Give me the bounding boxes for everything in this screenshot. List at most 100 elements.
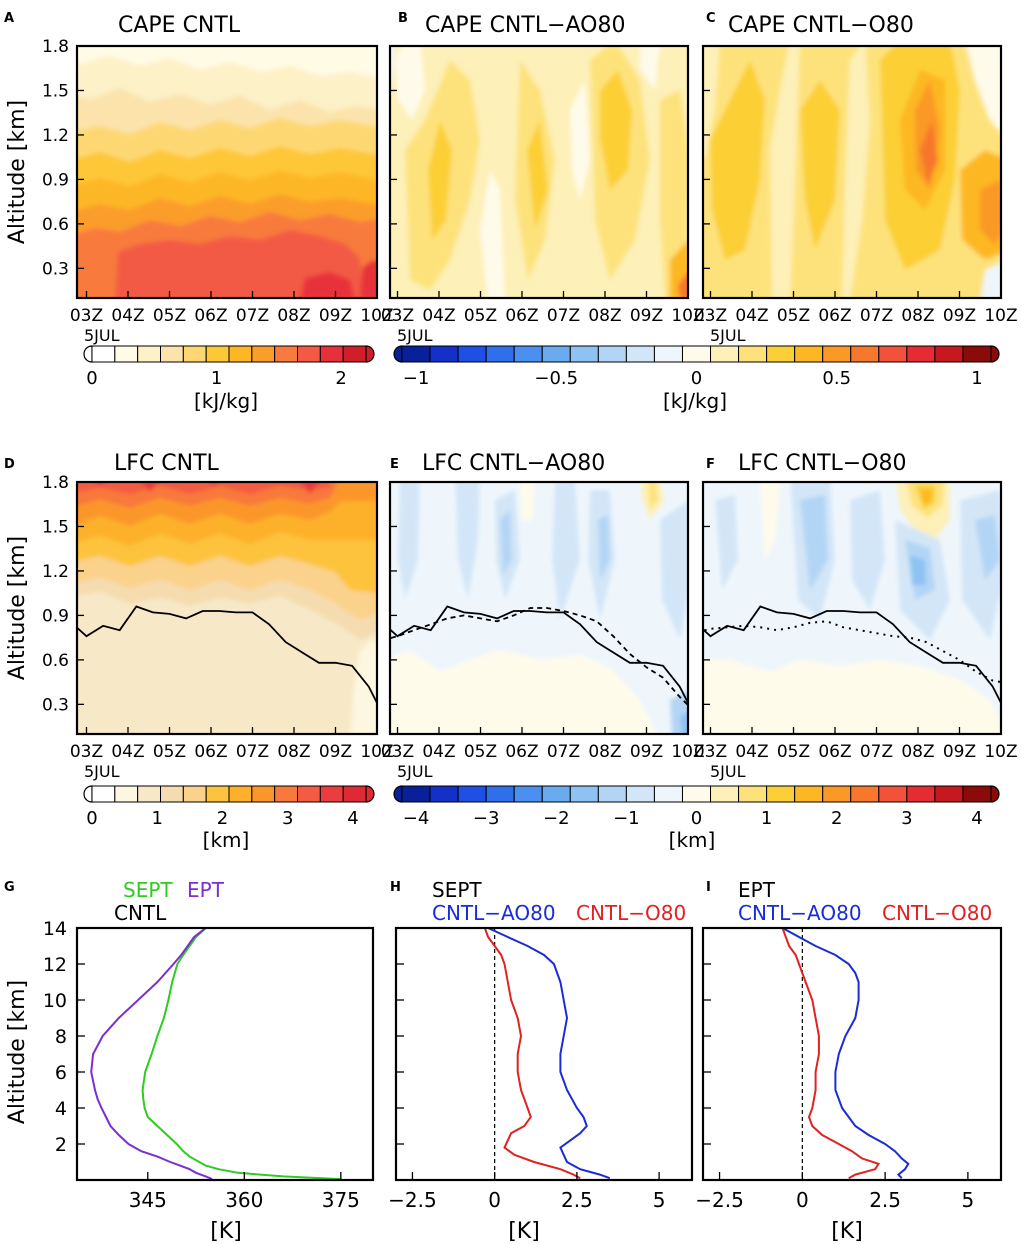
colorbar-cell-lfc-cntl-7 [251, 785, 276, 803]
colorbar-cell-cape-cntl-3 [160, 345, 184, 363]
colorbar-cell-cape-cntl-2 [137, 345, 162, 363]
xtick-label-B-10Z: 10Z [671, 306, 704, 326]
lfc-cntl-heatmap [77, 482, 377, 734]
date-label-B: 5JUL [397, 326, 433, 345]
xtick-label-A-03Z: 03Z [70, 306, 103, 326]
ept-diff-ao80-line [782, 927, 910, 1179]
colorbar-cape-cntl [83, 345, 375, 363]
colorbar-label-cape-diff-4: 1 [971, 368, 982, 389]
ylabel-d: Altitude [km] [5, 536, 30, 680]
xtick-label-D-06Z: 06Z [194, 742, 227, 762]
colorbar-cell-cape-diff-17 [878, 345, 908, 363]
ytick-label-D-0.3: 0.3 [42, 695, 69, 715]
xtick-label-A-09Z: 09Z [319, 306, 352, 326]
xtick-label-D-05Z: 05Z [153, 742, 186, 762]
xtick-label-F-03Z: 03Z [694, 742, 727, 762]
colorbar-cell-lfc-diff-5 [541, 785, 571, 803]
colorbar-cell-cape-diff-4 [513, 345, 543, 363]
panel-label-d: D [4, 457, 15, 472]
sept-diff-ao80-line [487, 927, 611, 1180]
colorbar-cape-diff [393, 345, 1000, 363]
xtick-label-D-07Z: 07Z [236, 742, 269, 762]
colorbar-cell-lfc-cntl-2 [137, 785, 162, 803]
xtick-label-E-06Z: 06Z [505, 742, 538, 762]
colorbar-cell-cape-diff-10 [681, 345, 712, 363]
xtick-label-D-09Z: 09Z [319, 742, 352, 762]
xtick-label-F-05Z: 05Z [777, 742, 810, 762]
colorbar-label-cape-cntl-2: 2 [335, 368, 346, 389]
colorbar-label-cape-diff-0: −1 [403, 368, 430, 389]
xtick-label-E-09Z: 09Z [630, 742, 663, 762]
xtick-label-B-03Z: 03Z [381, 306, 414, 326]
frame-H [394, 926, 694, 1182]
panel-b: B CAPE CNTL−AO80 [390, 11, 688, 298]
lfc-f-o80-line [703, 620, 1001, 684]
xlabel-g: [K] [210, 1219, 242, 1244]
legend-i-title: EPT [738, 878, 776, 902]
xtick-label-I-2: 2.5 [869, 1188, 901, 1212]
xtick-label-G-0: 345 [129, 1188, 167, 1212]
colorbar-cell-cape-diff-8 [625, 345, 655, 363]
panel-f-title: LFC CNTL−O80 [738, 451, 907, 476]
colorbar-label-lfc-cntl-0: 0 [86, 808, 97, 829]
colorbar-label-lfc-diff-3: −1 [613, 808, 640, 829]
colorbar-cell-cape-cntl-0 [91, 345, 116, 363]
colorbar-cell-cape-diff-18 [906, 345, 936, 363]
ytick-label-G-10: 10 [43, 990, 67, 1012]
xtick-label-F-08Z: 08Z [901, 742, 934, 762]
colorbar-cell-lfc-diff-18 [906, 785, 936, 803]
frame-I [701, 926, 1003, 1182]
date-label-D: 5JUL [84, 762, 120, 781]
colorbar-cell-cape-diff-12 [738, 345, 768, 363]
colorbar-cell-lfc-diff-7 [597, 785, 627, 803]
panel-label-f: F [706, 457, 715, 472]
legend-g-ept: EPT [187, 878, 225, 902]
xtick-label-A-10Z: 10Z [360, 306, 393, 326]
colorbar-cell-cape-diff-5 [541, 345, 571, 363]
xtick-label-I-1: 0 [796, 1188, 809, 1212]
xtick-label-E-04Z: 04Z [422, 742, 455, 762]
legend-g-sept: SEPT [123, 878, 173, 902]
xtick-label-A-06Z: 06Z [194, 306, 227, 326]
colorbar-label-cape-cntl-1: 1 [211, 368, 222, 389]
ytick-label-G-8: 8 [55, 1026, 67, 1048]
xlabel-i: [K] [831, 1219, 863, 1244]
colorbar-cell-cape-cntl-9 [297, 345, 321, 363]
colorbar-cell-cape-cntl-11 [342, 345, 367, 363]
colorbar-cape-cntl-unit: [kJ/kg] [194, 389, 258, 413]
generated-axes: 03Z 04Z 05Z 06Z 07Z 08Z 09Z 10Z5JUL0.30.60.91.2… [42, 37, 1018, 1212]
colorbar-cell-lfc-diff-9 [653, 785, 683, 803]
colorbar-cap-cape-diff-left [393, 345, 403, 363]
colorbar-cell-lfc-diff-19 [934, 785, 964, 803]
frame-B [388, 44, 690, 300]
ytick-label-A-0.3: 0.3 [42, 259, 69, 279]
colorbar-label-cape-diff-2: 0 [691, 368, 702, 389]
colorbar-cell-lfc-cntl-8 [274, 785, 298, 803]
lfc-diff-o80-heatmap [703, 482, 1001, 734]
colorbar-cell-lfc-cntl-5 [205, 785, 230, 803]
xtick-label-F-10Z: 10Z [984, 742, 1017, 762]
sept-diff-o80-line [483, 927, 581, 1180]
ytick-label-A-0.6: 0.6 [42, 215, 69, 235]
xtick-label-E-03Z: 03Z [381, 742, 414, 762]
panel-e-title: LFC CNTL−AO80 [422, 451, 605, 476]
ept-diff-o80-line [781, 927, 881, 1180]
ytick-label-G-6: 6 [55, 1062, 67, 1084]
panel-i: I EPT CNTL−AO80 CNTL−O80 [706, 878, 992, 1180]
colorbar-cell-lfc-diff-10 [681, 785, 712, 803]
colorbar-label-lfc-cntl-1: 1 [152, 808, 163, 829]
xtick-label-B-05Z: 05Z [464, 306, 497, 326]
ylabel-g: Altitude [km] [5, 980, 30, 1124]
colorbar-cap-lfc-cntl-right [365, 785, 375, 803]
frame-F [701, 480, 1003, 736]
xtick-label-B-09Z: 09Z [630, 306, 663, 326]
colorbar-cap-cape-cntl-right [365, 345, 375, 363]
colorbar-cell-cape-diff-11 [710, 345, 740, 363]
xtick-label-D-04Z: 04Z [111, 742, 144, 762]
colorbar-label-lfc-diff-8: 4 [971, 808, 982, 829]
frame-E [388, 480, 690, 736]
xtick-label-D-08Z: 08Z [277, 742, 310, 762]
ytick-label-D-0.9: 0.9 [42, 606, 69, 626]
xtick-label-B-06Z: 06Z [505, 306, 538, 326]
